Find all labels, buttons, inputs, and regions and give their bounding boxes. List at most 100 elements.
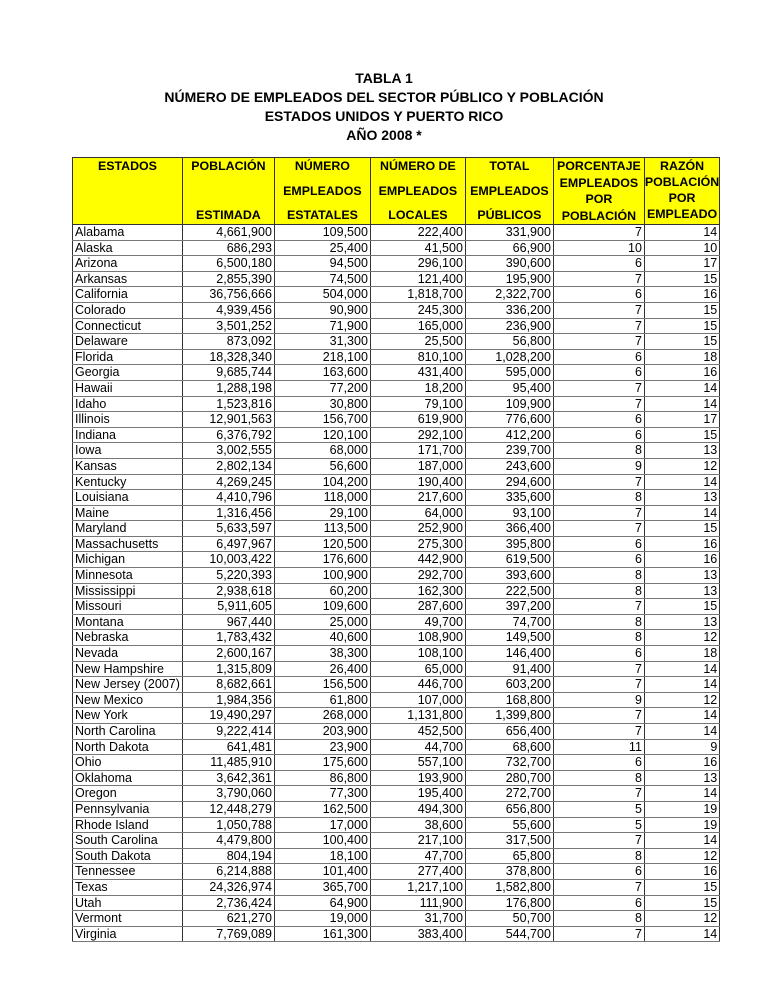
cell-estatales: 23,900 (273, 738, 371, 756)
cell-locales: 217,600 (369, 489, 466, 506)
table-row: Nebraska 1,783,432 40,600 108,900 149,500 8 12 (72, 629, 721, 647)
table-row: New York 19,490,297 268,000 1,131,800 1,399,… (72, 707, 721, 724)
cell-porcentaje: 6 (552, 364, 645, 381)
cell-razon: 16 (643, 863, 721, 880)
cell-porcentaje: 7 (552, 598, 645, 615)
cell-total: 393,600 (464, 567, 554, 584)
header-line: EMPLEADOS (283, 183, 362, 198)
cell-estatales: 109,500 (273, 224, 371, 241)
cell-porcentaje: 6 (552, 255, 645, 272)
cell-razon: 16 (643, 754, 721, 771)
cell-locales: 108,900 (369, 629, 466, 647)
header-row: ESTADOS POBLACIÓN ESTIMADA NÚMERO EMPLEADOS E… (72, 157, 721, 225)
header-line: TOTAL (489, 159, 530, 173)
cell-total: 168,800 (464, 691, 554, 709)
cell-locales: 38,600 (369, 816, 466, 834)
cell-estatales: 60,200 (273, 582, 371, 600)
cell-razon: 14 (643, 224, 721, 241)
table-row: Michigan 10,003,422 176,600 442,900 619,500 6… (72, 551, 721, 569)
header-locales: NÚMERO DE EMPLEADOS LOCALES (369, 157, 466, 225)
cell-razon: 13 (643, 489, 721, 506)
cell-locales: 171,700 (369, 442, 466, 459)
table-row: California 36,756,666 504,000 1,818,700 2,32… (72, 286, 721, 303)
cell-locales: 1,217,100 (369, 878, 466, 896)
cell-total: 146,400 (464, 645, 554, 662)
cell-estados: Pennsylvania (72, 800, 183, 818)
cell-poblacion: 4,939,456 (181, 301, 275, 319)
cell-razon: 15 (643, 301, 721, 319)
cell-poblacion: 18,328,340 (181, 348, 275, 366)
table-body: Alabama 4,661,900 109,500 222,400 331,900 7 14… (72, 224, 721, 943)
cell-total: 66,900 (464, 239, 554, 257)
table-row: Oregon 3,790,060 77,300 195,400 272,700 7 14 (72, 785, 721, 802)
cell-estados: Utah (72, 894, 183, 912)
cell-estatales: 101,400 (273, 863, 371, 880)
cell-poblacion: 2,736,424 (181, 894, 275, 912)
cell-porcentaje: 7 (552, 520, 645, 537)
cell-porcentaje: 6 (552, 426, 645, 444)
cell-estados: Minnesota (72, 567, 183, 584)
cell-estatales: 118,000 (273, 489, 371, 506)
table-row: Hawaii 1,288,198 77,200 18,200 95,400 7 14 (72, 379, 721, 397)
table-row: South Carolina 4,479,800 100,400 217,100 317… (72, 832, 721, 849)
cell-estados: Florida (72, 348, 183, 366)
cell-estados: Georgia (72, 364, 183, 381)
cell-poblacion: 2,600,167 (181, 645, 275, 662)
cell-razon: 14 (643, 676, 721, 693)
cell-locales: 810,100 (369, 348, 466, 366)
cell-estados: New York (72, 707, 183, 724)
cell-poblacion: 6,497,967 (181, 535, 275, 553)
cell-estatales: 90,900 (273, 301, 371, 319)
cell-locales: 383,400 (369, 925, 466, 943)
table-subtitle: ESTADOS UNIDOS Y PUERTO RICO (264, 108, 504, 124)
cell-estados: Virginia (72, 925, 183, 943)
cell-total: 1,399,800 (464, 707, 554, 724)
cell-estados: Montana (72, 613, 183, 631)
header-estatales: NÚMERO EMPLEADOS ESTATALES (273, 157, 371, 225)
cell-estados: North Dakota (72, 738, 183, 756)
cell-poblacion: 2,802,134 (181, 457, 275, 475)
cell-estados: Delaware (72, 333, 183, 350)
cell-porcentaje: 5 (552, 816, 645, 834)
cell-estatales: 203,900 (273, 723, 371, 740)
header-estados: ESTADOS (72, 157, 183, 225)
cell-razon: 13 (643, 582, 721, 600)
cell-estatales: 163,600 (273, 364, 371, 381)
cell-total: 68,600 (464, 738, 554, 756)
cell-locales: 296,100 (369, 255, 466, 272)
cell-total: 239,700 (464, 442, 554, 459)
cell-poblacion: 621,270 (181, 910, 275, 927)
cell-estados: Kentucky (72, 473, 183, 491)
cell-porcentaje: 7 (552, 504, 645, 522)
header-line: POR (668, 191, 696, 205)
cell-locales: 292,700 (369, 567, 466, 584)
cell-locales: 190,400 (369, 473, 466, 491)
cell-locales: 195,400 (369, 785, 466, 802)
table-row: Nevada 2,600,167 38,300 108,100 146,400 6 18 (72, 645, 721, 662)
cell-porcentaje: 8 (552, 582, 645, 600)
table-row: Minnesota 5,220,393 100,900 292,700 393,600 8… (72, 567, 721, 584)
cell-porcentaje: 7 (552, 878, 645, 896)
header-line: ESTADOS (97, 159, 157, 173)
cell-locales: 165,000 (369, 317, 466, 335)
cell-total: 222,500 (464, 582, 554, 600)
cell-razon: 15 (643, 894, 721, 912)
cell-estados: Hawaii (72, 379, 183, 397)
cell-estados: New Jersey (2007) (72, 676, 183, 693)
cell-locales: 217,100 (369, 832, 466, 849)
cell-razon: 14 (643, 473, 721, 491)
cell-estados: South Dakota (72, 847, 183, 865)
cell-porcentaje: 9 (552, 691, 645, 709)
cell-poblacion: 641,481 (181, 738, 275, 756)
cell-total: 91,400 (464, 660, 554, 678)
cell-poblacion: 3,642,361 (181, 769, 275, 787)
header-total: TOTAL EMPLEADOS PÚBLICOS (464, 157, 554, 225)
cell-estados: Missouri (72, 598, 183, 615)
table-row: Connecticut 3,501,252 71,900 165,000 236,900… (72, 317, 721, 335)
cell-estatales: 218,100 (273, 348, 371, 366)
cell-porcentaje: 7 (552, 785, 645, 802)
cell-total: 93,100 (464, 504, 554, 522)
cell-locales: 452,500 (369, 723, 466, 740)
cell-razon: 13 (643, 567, 721, 584)
cell-poblacion: 9,685,744 (181, 364, 275, 381)
